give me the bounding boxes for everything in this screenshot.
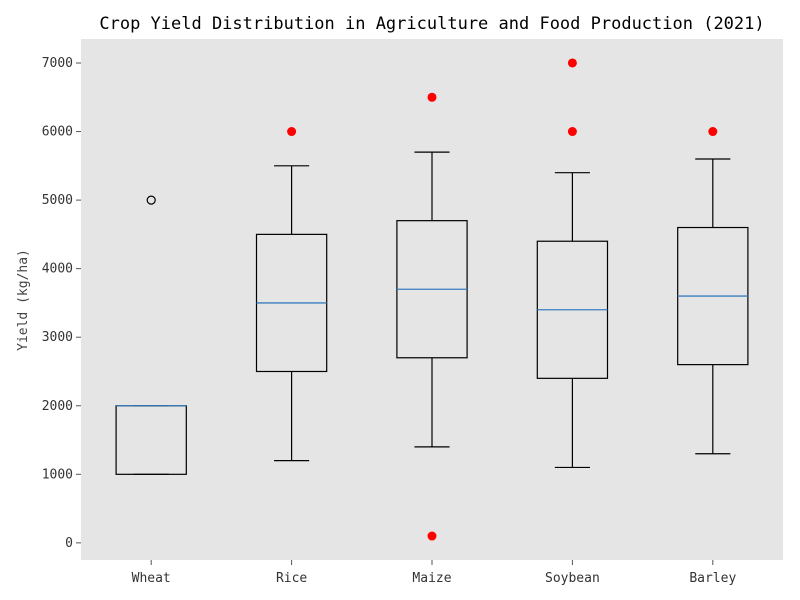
x-tick-label: Wheat xyxy=(132,571,171,586)
y-tick-label: 4000 xyxy=(42,262,73,277)
y-tick-label: 0 xyxy=(65,536,73,551)
y-tick-label: 2000 xyxy=(42,399,73,414)
y-tick-label: 1000 xyxy=(42,467,73,482)
outlier-point xyxy=(427,531,437,541)
outlier-point xyxy=(708,127,718,137)
y-axis-label: Yield (kg/ha) xyxy=(16,249,31,351)
x-tick-label: Maize xyxy=(412,571,451,586)
y-tick-label: 3000 xyxy=(42,330,73,345)
x-axis: Wheat Rice Maize Soybean Barley xyxy=(132,560,736,586)
outlier-point xyxy=(427,92,437,102)
outlier-point xyxy=(567,127,577,137)
chart-title: Crop Yield Distribution in Agriculture a… xyxy=(99,14,764,34)
plot-area xyxy=(81,39,783,560)
outlier-point xyxy=(567,58,577,68)
outlier-point xyxy=(287,127,297,137)
y-tick-label: 5000 xyxy=(42,193,73,208)
x-tick-label: Soybean xyxy=(545,571,600,586)
y-tick-label: 7000 xyxy=(42,56,73,71)
outlier-point xyxy=(146,195,156,205)
y-axis: 0 1000 2000 3000 4000 5000 6000 7000 xyxy=(42,56,81,551)
x-tick-label: Barley xyxy=(689,571,736,586)
y-tick-label: 6000 xyxy=(42,125,73,140)
boxes-group xyxy=(115,58,749,541)
x-tick-label: Rice xyxy=(276,571,307,586)
